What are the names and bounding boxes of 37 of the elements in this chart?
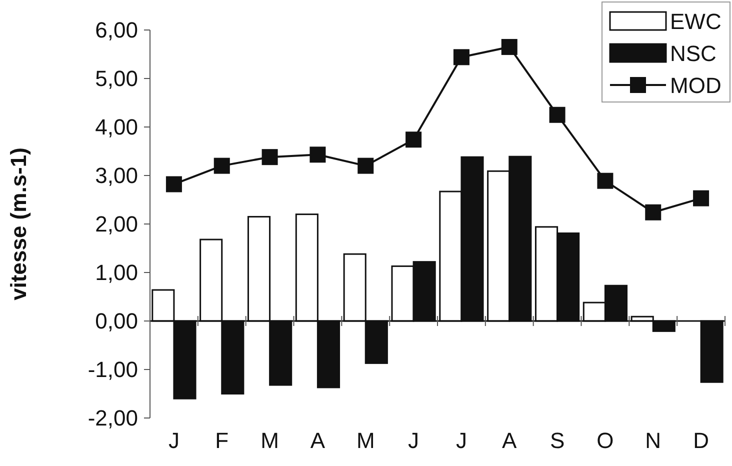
point bbox=[693, 190, 710, 206]
x-tick-label: J bbox=[456, 428, 467, 453]
point bbox=[645, 204, 662, 220]
y-tick-label: -2,00 bbox=[88, 406, 138, 431]
point bbox=[597, 172, 614, 189]
x-tick-label: D bbox=[693, 428, 709, 453]
point bbox=[166, 176, 182, 192]
x-tick-label: J bbox=[168, 428, 180, 453]
legend-label: MOD bbox=[670, 73, 722, 98]
y-tick-label: 3,00 bbox=[95, 163, 138, 188]
x-tick-label: J bbox=[408, 428, 420, 453]
point bbox=[549, 106, 566, 123]
x-tick-label: N bbox=[645, 428, 662, 453]
x-tick-label: M bbox=[356, 428, 375, 453]
y-tick-label: 6,00 bbox=[95, 18, 138, 43]
y-tick-label: 5,00 bbox=[95, 66, 138, 92]
x-tick-label: A bbox=[502, 428, 518, 453]
x-tick-label: O bbox=[596, 428, 614, 453]
x-tick-label: S bbox=[550, 428, 565, 453]
y-tick-label: 2,00 bbox=[95, 212, 138, 237]
y-tick-label: -1,00 bbox=[88, 357, 138, 382]
point bbox=[501, 38, 518, 55]
y-tick-label: 4,00 bbox=[95, 114, 138, 140]
y-tick-label: 1,00 bbox=[95, 260, 138, 286]
legend-label: NSC bbox=[670, 41, 717, 66]
y-tick-label: 0,00 bbox=[95, 308, 138, 334]
point bbox=[310, 146, 326, 163]
x-tick-label: M bbox=[260, 428, 279, 453]
x-tick-label: A bbox=[310, 428, 326, 453]
legend-label: EWC bbox=[670, 9, 722, 34]
x-tick-label: F bbox=[215, 428, 229, 453]
point bbox=[453, 49, 470, 66]
point bbox=[358, 158, 374, 174]
point bbox=[406, 132, 422, 148]
point bbox=[214, 158, 230, 174]
y-axis-title: vitesse (m.s-1) bbox=[6, 148, 31, 300]
point bbox=[262, 149, 278, 166]
